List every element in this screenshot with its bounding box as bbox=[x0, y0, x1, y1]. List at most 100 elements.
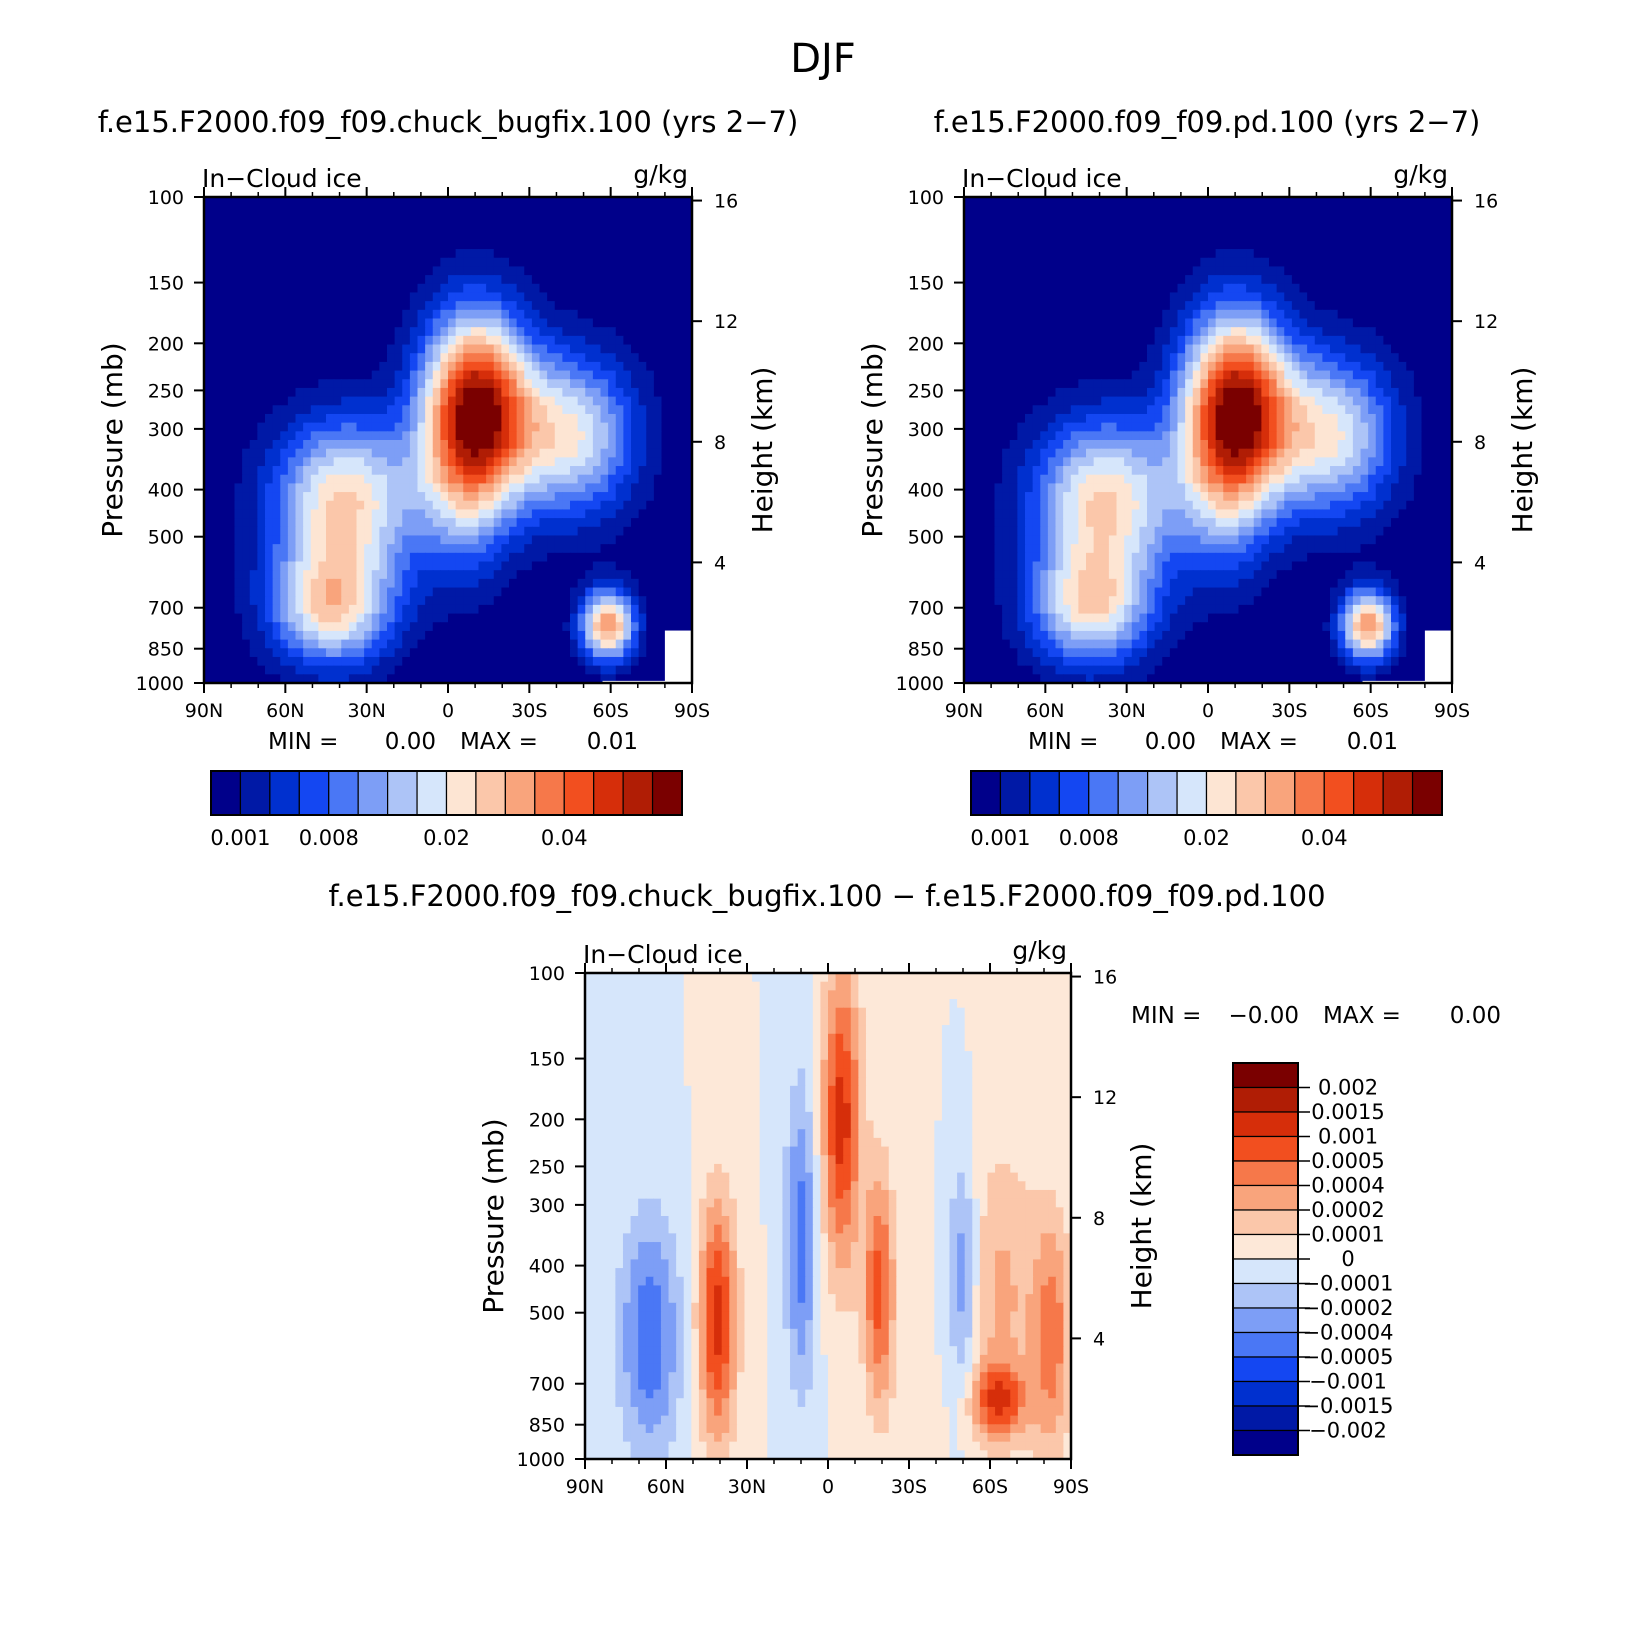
heatmap-cell bbox=[516, 639, 525, 649]
heatmap-cell bbox=[394, 335, 403, 346]
heatmap-cell bbox=[371, 387, 380, 398]
heatmap-cell bbox=[364, 413, 373, 424]
heatmap-cell bbox=[409, 483, 419, 493]
heatmap-cell bbox=[1413, 266, 1423, 276]
heatmap-cell bbox=[1070, 361, 1079, 372]
heatmap-cell bbox=[448, 197, 457, 207]
heatmap-cell bbox=[486, 570, 495, 580]
heatmap-cell bbox=[516, 205, 525, 215]
heatmap-cell bbox=[326, 500, 335, 511]
heatmap-cell bbox=[615, 422, 624, 432]
heatmap-cell bbox=[531, 570, 541, 580]
heatmap-cell bbox=[1253, 327, 1262, 337]
heatmap-cell bbox=[432, 526, 441, 537]
heatmap-cell bbox=[1375, 214, 1384, 224]
heatmap-cell bbox=[1108, 249, 1118, 259]
heatmap-cell bbox=[554, 578, 563, 589]
heatmap-cell bbox=[661, 257, 670, 268]
heatmap-cell bbox=[265, 526, 274, 537]
heatmap-cell bbox=[1421, 335, 1430, 346]
heatmap-cell bbox=[249, 205, 258, 215]
heatmap-cell bbox=[1177, 205, 1186, 215]
heatmap-cell bbox=[448, 413, 457, 424]
heatmap-cell bbox=[554, 587, 563, 597]
heatmap-cell bbox=[554, 309, 563, 320]
heatmap-cell bbox=[1238, 344, 1247, 354]
heatmap-cell bbox=[1436, 301, 1445, 311]
heatmap-cell bbox=[669, 231, 678, 241]
heatmap-cell bbox=[585, 370, 594, 380]
heatmap-cell bbox=[371, 370, 380, 380]
heatmap-cell bbox=[1185, 309, 1194, 320]
heatmap-cell bbox=[646, 344, 655, 354]
heatmap-cell bbox=[394, 205, 403, 215]
heatmap-cell bbox=[295, 266, 304, 276]
heatmap-cell bbox=[455, 656, 464, 667]
heatmap-cell bbox=[1017, 205, 1026, 215]
heatmap-cell bbox=[1337, 214, 1346, 224]
heatmap-cell bbox=[242, 552, 251, 563]
heatmap-cell bbox=[287, 648, 297, 658]
heatmap-cell bbox=[326, 518, 335, 528]
heatmap-cell bbox=[1215, 353, 1224, 363]
heatmap-cell bbox=[646, 353, 655, 363]
heatmap-cell bbox=[387, 622, 396, 632]
heatmap-cell bbox=[531, 648, 541, 658]
heatmap-cell bbox=[348, 327, 358, 337]
heatmap-cell bbox=[592, 283, 602, 294]
heatmap-cell bbox=[371, 353, 380, 363]
heatmap-cell bbox=[356, 457, 365, 467]
heatmap-cell bbox=[676, 500, 685, 511]
heatmap-cell bbox=[394, 387, 403, 398]
heatmap-cell bbox=[1086, 223, 1095, 233]
heatmap-cell bbox=[669, 466, 678, 476]
heatmap-cell bbox=[516, 344, 525, 354]
heatmap-cell bbox=[448, 474, 457, 484]
heatmap-cell bbox=[585, 440, 594, 450]
heatmap-cell bbox=[669, 440, 678, 450]
heatmap-cell bbox=[570, 552, 579, 563]
heatmap-cell bbox=[661, 413, 670, 424]
heatmap-cell bbox=[1337, 335, 1346, 346]
heatmap-cell bbox=[303, 466, 312, 476]
heatmap-cell bbox=[486, 457, 495, 467]
heatmap-cell bbox=[379, 674, 388, 684]
heatmap-cell bbox=[1139, 283, 1148, 294]
heatmap-cell bbox=[509, 656, 518, 667]
heatmap-cell bbox=[653, 413, 663, 424]
heatmap-cell bbox=[1025, 231, 1034, 241]
heatmap-cell bbox=[440, 674, 449, 684]
heatmap-cell bbox=[669, 205, 678, 215]
heatmap-cell bbox=[979, 249, 988, 259]
heatmap-cell bbox=[509, 223, 518, 233]
heatmap-cell bbox=[463, 370, 472, 380]
heatmap-cell bbox=[1208, 231, 1217, 241]
heatmap-cell bbox=[287, 448, 297, 458]
heatmap-cell bbox=[577, 197, 586, 207]
heatmap-cell bbox=[486, 413, 495, 424]
heatmap-cell bbox=[501, 526, 510, 537]
heatmap-cell bbox=[1398, 249, 1407, 259]
heatmap-cell bbox=[379, 422, 388, 432]
heatmap-cell bbox=[577, 413, 586, 424]
heatmap-cell bbox=[539, 231, 548, 241]
heatmap-cell bbox=[310, 656, 319, 667]
heatmap-cell bbox=[669, 214, 678, 224]
heatmap-cell bbox=[409, 301, 419, 311]
heatmap-cell bbox=[287, 483, 297, 493]
heatmap-cell bbox=[1375, 361, 1384, 372]
heatmap-cell bbox=[1055, 292, 1064, 302]
heatmap-cell bbox=[1253, 205, 1262, 215]
heatmap-cell bbox=[272, 604, 281, 615]
heatmap-cell bbox=[623, 570, 632, 580]
heatmap-cell bbox=[1383, 197, 1392, 207]
heatmap-cell bbox=[272, 266, 281, 276]
heatmap-cell bbox=[364, 587, 373, 597]
heatmap-cell bbox=[1421, 327, 1430, 337]
heatmap-cell bbox=[577, 370, 586, 380]
heatmap-cell bbox=[1345, 231, 1354, 241]
heatmap-cell bbox=[333, 561, 342, 571]
heatmap-cell bbox=[1330, 275, 1339, 285]
heatmap-cell bbox=[448, 223, 457, 233]
heatmap-cell bbox=[394, 379, 403, 389]
